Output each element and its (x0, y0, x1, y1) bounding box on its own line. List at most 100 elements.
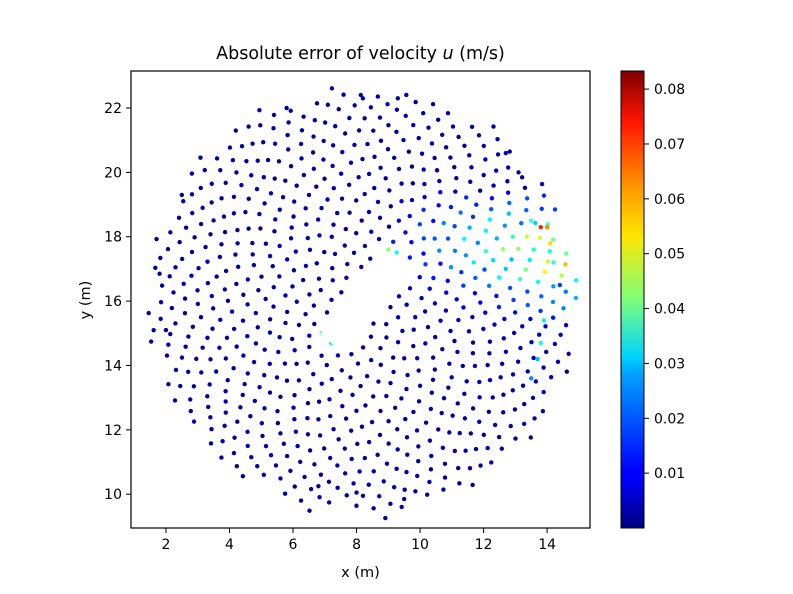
scatter-point (273, 463, 279, 468)
scatter-point (466, 329, 472, 334)
scatter-point (360, 156, 365, 162)
scatter-point (378, 165, 383, 170)
scatter-point (194, 356, 199, 362)
scatter-point (378, 362, 383, 368)
scatter-point (432, 334, 438, 340)
x-tick-label: 8 (352, 537, 361, 553)
scatter-point (354, 490, 359, 495)
scatter-point (383, 176, 388, 181)
scatter-point (330, 143, 336, 148)
scatter-point (354, 503, 359, 508)
scatter-point (325, 197, 330, 202)
scatter-point (322, 176, 327, 181)
scatter-point (286, 147, 291, 152)
scatter-point (438, 261, 443, 266)
x-tick-label: 4 (225, 537, 234, 553)
scatter-point (288, 164, 294, 169)
scatter-point (251, 262, 257, 268)
scatter-point (330, 163, 335, 169)
scatter-point (566, 351, 571, 357)
scatter-point (158, 299, 164, 305)
scatter-point (519, 221, 524, 226)
scatter-point (351, 481, 356, 486)
scatter-point (164, 353, 170, 358)
scatter-point (520, 324, 525, 329)
scatter-point (336, 437, 341, 442)
scatter-point (165, 246, 171, 252)
scatter-point (538, 224, 543, 230)
scatter-point (263, 241, 269, 246)
scatter-point (448, 328, 453, 334)
scatter-point (282, 491, 288, 496)
scatter-point (432, 367, 438, 372)
scatter-point (368, 256, 373, 261)
scatter-point (551, 284, 556, 289)
scatter-point (505, 190, 511, 195)
scatter-point (283, 178, 288, 183)
scatter-point (298, 141, 304, 147)
scatter-point (343, 226, 349, 232)
scatter-point (223, 268, 229, 274)
scatter-point (348, 428, 354, 433)
scatter-point (239, 144, 245, 149)
scatter-point (384, 461, 390, 466)
scatter-point (548, 240, 553, 246)
scatter-point (240, 392, 245, 398)
scatter-point (284, 453, 290, 459)
scatter-point (476, 133, 482, 138)
colorbar-tick-label: 0.07 (654, 137, 685, 153)
scatter-point (446, 385, 451, 390)
scatter-point (306, 192, 312, 198)
scatter-point (271, 285, 276, 290)
scatter-point (331, 185, 336, 191)
scatter-point (210, 306, 216, 311)
scatter-point (234, 281, 239, 287)
scatter-point (377, 215, 383, 220)
scatter-point (191, 384, 197, 389)
scatter-point (396, 218, 402, 223)
scatter-point (284, 257, 290, 262)
colorbar-tick-label: 0.04 (654, 302, 685, 318)
scatter-point (378, 138, 384, 144)
scatter-point (452, 338, 457, 344)
scatter-point (403, 230, 408, 235)
scatter-point (452, 164, 457, 170)
scatter-point (235, 419, 240, 424)
colorbar-tick-label: 0.08 (654, 82, 685, 98)
chart-title: Absolute error of velocity u (m/s) (216, 44, 505, 64)
scatter-point (371, 321, 376, 326)
scatter-point (231, 194, 237, 200)
scatter-point (501, 336, 506, 341)
scatter-point (483, 310, 488, 315)
scatter-point (307, 344, 312, 350)
scatter-point (278, 431, 283, 436)
chart-title-prefix: Absolute error of velocity (216, 44, 442, 64)
scatter-point (460, 363, 465, 369)
scatter-point (188, 397, 193, 402)
scatter-point (477, 395, 482, 400)
scatter-point (302, 474, 307, 480)
scatter-point (557, 282, 563, 288)
scatter-point (411, 327, 416, 332)
scatter-point (200, 345, 205, 350)
scatter-point (291, 214, 296, 219)
scatter-point (455, 349, 460, 355)
scatter-point (537, 235, 543, 240)
scatter-point (405, 452, 410, 457)
scatter-point (456, 465, 461, 471)
scatter-point (509, 257, 514, 262)
scatter-point (485, 362, 490, 368)
scatter-point (328, 413, 333, 419)
scatter-point (354, 230, 359, 236)
scatter-point (210, 326, 215, 331)
scatter-point (481, 432, 487, 437)
scatter-point (234, 464, 240, 469)
scatter-point (310, 150, 316, 155)
scatter-point (292, 484, 297, 489)
scatter-point (529, 218, 534, 223)
scatter-point (322, 120, 328, 125)
scatter-point (319, 353, 324, 358)
scatter-point (491, 124, 496, 129)
scatter-point (318, 472, 324, 477)
scatter-point (364, 373, 370, 379)
